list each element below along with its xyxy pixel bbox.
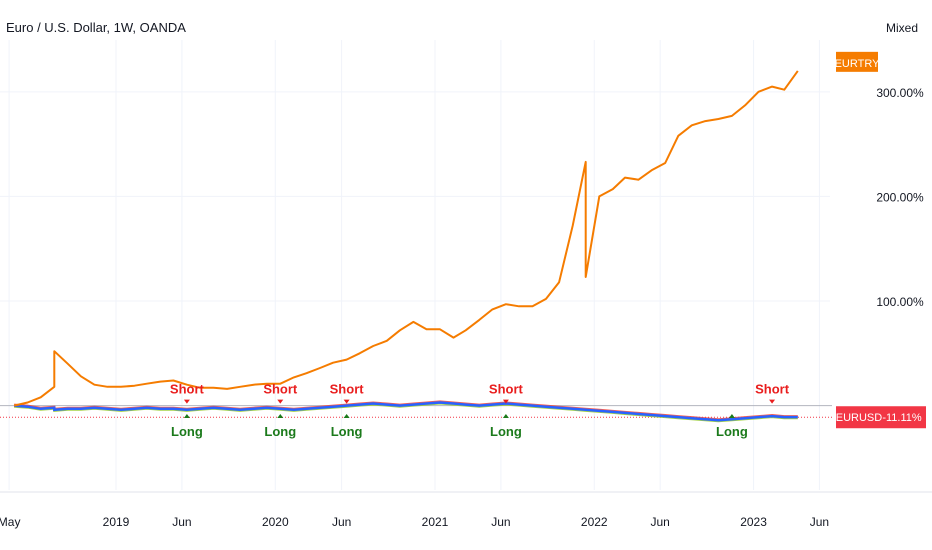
eurtry-series-line (13, 70, 799, 407)
long-signal-marker (183, 413, 190, 418)
x-tick-label: 2022 (581, 515, 608, 529)
long-signal-marker (502, 413, 509, 418)
eurtry-badge-label: EURTRY (835, 58, 880, 70)
short-signal-marker (183, 399, 190, 404)
short-signal-label: Short (330, 382, 365, 397)
long-signal-label: Long (171, 424, 203, 439)
y-tick-label: 100.00% (876, 295, 924, 309)
short-signal-label: Short (755, 382, 790, 397)
x-tick-label: Jun (650, 515, 669, 529)
long-signal-marker (277, 413, 284, 418)
long-signal-label: Long (716, 424, 748, 439)
x-tick-label: Jun (491, 515, 510, 529)
x-tick-label: Jun (172, 515, 191, 529)
x-tick-label: 2020 (262, 515, 289, 529)
scale-mode-label[interactable]: Mixed (886, 21, 919, 35)
chart-title: Euro / U.S. Dollar, 1W, OANDA (6, 20, 186, 35)
x-tick-label: May (0, 515, 20, 529)
short-signal-label: Short (263, 382, 298, 397)
x-tick-label: Jun (332, 515, 351, 529)
short-signal-label: Short (170, 382, 205, 397)
x-tick-label: 2023 (740, 515, 767, 529)
short-signal-label: Short (489, 382, 524, 397)
x-tick-label: 2021 (422, 515, 449, 529)
short-signal-marker (277, 399, 284, 404)
long-signal-label: Long (490, 424, 522, 439)
eurusd-series-line (13, 401, 798, 422)
eurusd-badge-value: -11.11% (882, 412, 922, 424)
long-signal-marker (343, 413, 350, 418)
eurusd-badge (836, 406, 926, 429)
x-tick-label: Jun (810, 515, 829, 529)
short-signal-marker (343, 399, 350, 404)
long-signal-label: Long (331, 424, 363, 439)
eurusd-badge-name: EURUSD (836, 412, 883, 424)
long-signal-marker (728, 413, 735, 418)
short-signal-marker (769, 399, 776, 404)
long-signal-label: Long (264, 424, 296, 439)
y-tick-label: 200.00% (876, 190, 924, 204)
x-tick-label: 2019 (103, 515, 130, 529)
y-tick-label: 300.00% (876, 86, 924, 100)
eurtry-badge (836, 51, 878, 72)
short-signal-marker (502, 399, 509, 404)
